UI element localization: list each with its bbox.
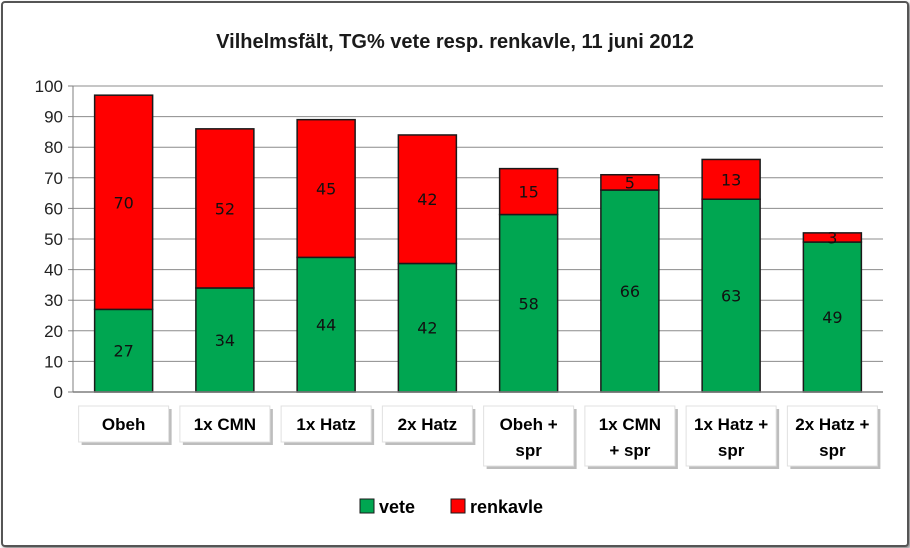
x-tick-label: 2x Hatz + xyxy=(795,415,869,434)
x-tick-label: spr xyxy=(515,441,542,460)
bars: 27 70 34 52 44 45 42 42 58 15 66 5 63 13 49 3 xyxy=(93,94,863,393)
data-label-renkavle: 45 xyxy=(316,180,336,199)
x-tick-label: 1x CMN xyxy=(599,415,661,434)
bar-vete xyxy=(93,308,154,393)
category-label-box xyxy=(280,405,372,443)
bar-renkavle xyxy=(296,118,356,259)
data-label-vete: 27 xyxy=(113,342,133,361)
y-tick-label: 30 xyxy=(44,291,63,310)
data-label-renkavle: 70 xyxy=(113,193,133,212)
legend-label-vete: vete xyxy=(379,497,415,517)
x-tick-label: + spr xyxy=(609,441,650,460)
x-tick-label: spr xyxy=(819,441,846,460)
bar-vete xyxy=(802,241,863,393)
legend-swatch-vete xyxy=(359,498,375,514)
data-label-renkavle: 52 xyxy=(215,199,235,218)
y-tick-label: 20 xyxy=(44,322,63,341)
data-label-vete: 34 xyxy=(215,331,235,350)
gridlines xyxy=(73,85,883,393)
data-label-vete: 49 xyxy=(822,308,842,327)
data-label-vete: 66 xyxy=(620,282,640,301)
category-label-box xyxy=(584,405,676,467)
legend: vete renkavle xyxy=(359,497,543,517)
bar-renkavle xyxy=(701,158,761,200)
category-label-box xyxy=(685,405,777,467)
y-axis: 0 10 20 30 40 50 60 70 80 90 100 xyxy=(35,77,74,402)
data-label-renkavle: 3 xyxy=(827,228,837,247)
data-label-vete: 44 xyxy=(316,316,336,335)
x-tick-label: 1x Hatz + xyxy=(694,415,768,434)
category-label-box xyxy=(78,405,170,443)
bar-vete xyxy=(701,198,761,393)
bar-vete xyxy=(296,256,356,393)
data-label-renkavle: 13 xyxy=(721,170,741,189)
y-tick-label: 40 xyxy=(44,261,63,280)
bar-renkavle xyxy=(498,167,559,216)
y-tick-label: 0 xyxy=(54,383,63,402)
y-tick-label: 80 xyxy=(44,138,63,157)
data-label-vete: 42 xyxy=(417,319,437,338)
y-tick-label: 100 xyxy=(35,77,63,96)
category-label-box xyxy=(179,405,271,443)
y-tick-label: 70 xyxy=(44,169,63,188)
x-tick-label: 1x CMN xyxy=(194,415,256,434)
chart-title: Vilhelmsfält, TG% vete resp. renkavle, 1… xyxy=(216,31,694,53)
data-label-renkavle: 5 xyxy=(625,173,635,192)
x-tick-label: 2x Hatz xyxy=(398,415,458,434)
x-tick-label: Obeh xyxy=(102,415,145,434)
category-label-box xyxy=(381,405,473,443)
x-tick-label: spr xyxy=(718,441,745,460)
bar-renkavle xyxy=(195,128,255,289)
y-tick-label: 60 xyxy=(44,199,63,218)
data-label-renkavle: 42 xyxy=(417,190,437,209)
bar-renkavle xyxy=(802,232,863,243)
data-label-vete: 63 xyxy=(721,287,741,306)
y-tick-label: 90 xyxy=(44,108,63,127)
legend-swatch-renkavle xyxy=(450,498,466,514)
x-tick-label: Obeh + xyxy=(500,415,558,434)
bar-vete xyxy=(498,213,559,393)
legend-label-renkavle: renkavle xyxy=(470,497,543,517)
bar-renkavle xyxy=(600,173,660,191)
data-label-vete: 58 xyxy=(518,294,538,313)
bar-renkavle xyxy=(397,134,458,265)
bar-vete xyxy=(195,287,255,393)
category-label-box xyxy=(786,405,878,467)
bar-renkavle xyxy=(93,94,154,311)
y-tick-label: 50 xyxy=(44,230,63,249)
x-tick-label: 1x Hatz xyxy=(296,415,356,434)
y-tick-label: 10 xyxy=(44,352,63,371)
category-label-box xyxy=(483,405,575,467)
x-axis: Obeh 1x CMN 1x Hatz 2x Hatz Obeh + spr 1x CMN +… xyxy=(73,391,883,469)
data-label-renkavle: 15 xyxy=(518,183,538,202)
